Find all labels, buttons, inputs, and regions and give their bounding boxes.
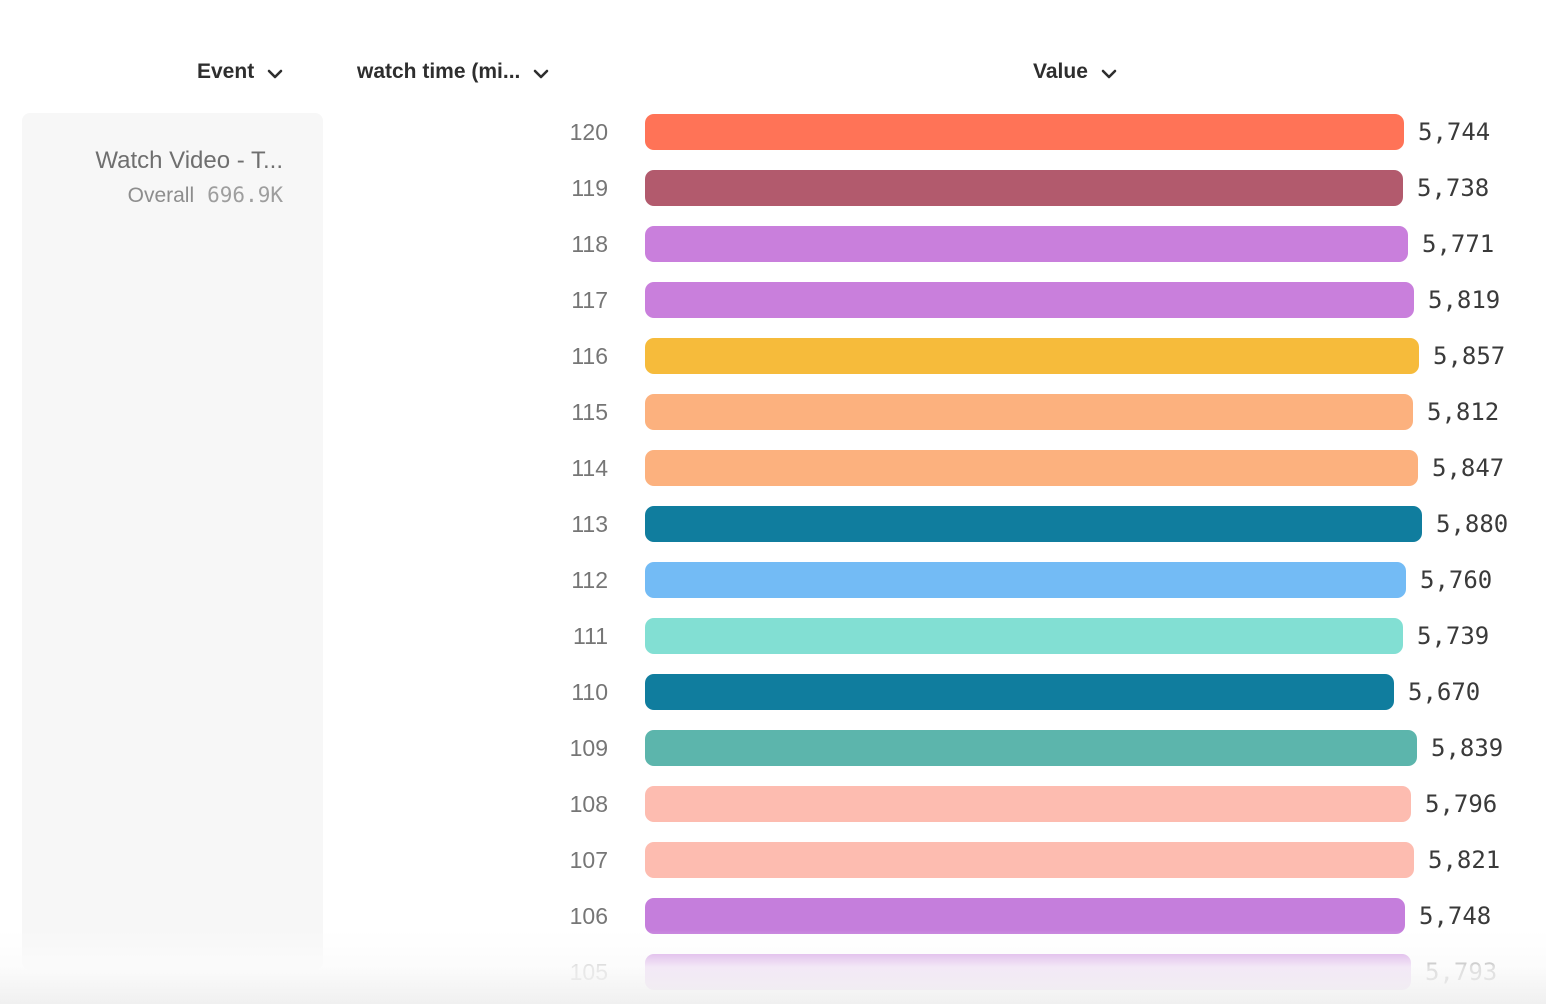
value-label: 5,670 (1408, 678, 1481, 706)
value-label: 5,738 (1417, 174, 1490, 202)
value-bar[interactable] (645, 786, 1411, 822)
value-column-header[interactable]: Value (1033, 58, 1117, 85)
table-row: 110 5,670 (0, 664, 1546, 720)
value-bar[interactable] (645, 618, 1403, 654)
watch-time-bucket-label: 119 (571, 174, 608, 201)
value-label: 5,819 (1428, 286, 1501, 314)
value-bar[interactable] (645, 562, 1406, 598)
watch-time-column-label: watch time (mi... (357, 59, 521, 83)
table-row: 116 5,857 (0, 328, 1546, 384)
table-row: 109 5,839 (0, 720, 1546, 776)
value-label: 5,857 (1433, 342, 1506, 370)
bar-chart: 120 5,744 119 5,738 118 5,771 117 5,819 … (0, 104, 1546, 1000)
watch-time-bucket-label: 117 (571, 286, 608, 313)
watch-time-column-header[interactable]: watch time (mi... (357, 58, 549, 85)
table-row: 113 5,880 (0, 496, 1546, 552)
value-bar[interactable] (645, 170, 1403, 206)
value-label: 5,744 (1418, 118, 1491, 146)
value-column-label: Value (1033, 59, 1088, 83)
event-panel[interactable]: Watch Video - T... Overall 696.9K (22, 113, 323, 970)
watch-time-bucket-label: 116 (571, 342, 608, 369)
value-bar[interactable] (645, 282, 1414, 318)
value-bar[interactable] (645, 394, 1413, 430)
watch-time-bucket-label: 120 (569, 118, 608, 145)
value-label: 5,760 (1420, 566, 1493, 594)
watch-time-bucket-label: 111 (573, 622, 608, 649)
value-bar[interactable] (645, 506, 1422, 542)
value-label: 5,880 (1436, 510, 1509, 538)
table-row: 111 5,739 (0, 608, 1546, 664)
watch-time-bucket-label: 106 (569, 902, 608, 929)
value-bar[interactable] (645, 450, 1418, 486)
table-row: 112 5,760 (0, 552, 1546, 608)
value-bar[interactable] (645, 226, 1408, 262)
watch-time-bucket-label: 113 (571, 510, 608, 537)
watch-time-bucket-label: 105 (569, 958, 608, 985)
value-bar[interactable] (645, 114, 1404, 150)
value-bar[interactable] (645, 898, 1405, 934)
watch-time-bucket-label: 109 (569, 734, 608, 761)
table-row: 117 5,819 (0, 272, 1546, 328)
table-row: 114 5,847 (0, 440, 1546, 496)
value-bar[interactable] (645, 730, 1417, 766)
event-overall: Overall 696.9K (34, 182, 283, 209)
chevron-down-icon (267, 61, 283, 85)
value-label: 5,739 (1417, 622, 1490, 650)
value-label: 5,793 (1425, 958, 1498, 986)
watch-time-bucket-label: 112 (571, 566, 608, 593)
table-row: 108 5,796 (0, 776, 1546, 832)
value-label: 5,821 (1428, 846, 1501, 874)
chevron-down-icon (533, 61, 549, 85)
table-row: 120 5,744 (0, 104, 1546, 160)
table-row: 118 5,771 (0, 216, 1546, 272)
overall-label: Overall (127, 184, 195, 207)
table-row: 107 5,821 (0, 832, 1546, 888)
value-label: 5,812 (1427, 398, 1500, 426)
overall-value: 696.9K (207, 183, 283, 207)
watch-time-bucket-label: 108 (569, 790, 608, 817)
watch-time-bucket-label: 118 (571, 230, 608, 257)
table-row: 119 5,738 (0, 160, 1546, 216)
event-column-header[interactable]: Event (197, 58, 283, 85)
event-name: Watch Video - T... (95, 147, 283, 174)
event-column-label: Event (197, 59, 255, 83)
table-row: 105 5,793 (0, 944, 1546, 1000)
watch-time-bucket-label: 110 (571, 678, 608, 705)
value-bar[interactable] (645, 842, 1414, 878)
value-label: 5,847 (1432, 454, 1505, 482)
table-row: 106 5,748 (0, 888, 1546, 944)
value-label: 5,748 (1419, 902, 1492, 930)
value-bar[interactable] (645, 338, 1419, 374)
chevron-down-icon (1101, 61, 1117, 85)
value-label: 5,796 (1425, 790, 1498, 818)
watch-time-bucket-label: 107 (569, 846, 608, 873)
watch-time-bucket-label: 115 (571, 398, 608, 425)
watch-time-bucket-label: 114 (571, 454, 608, 481)
value-bar[interactable] (645, 954, 1411, 990)
value-bar[interactable] (645, 674, 1394, 710)
table-row: 115 5,812 (0, 384, 1546, 440)
value-label: 5,771 (1422, 230, 1495, 258)
value-label: 5,839 (1431, 734, 1504, 762)
